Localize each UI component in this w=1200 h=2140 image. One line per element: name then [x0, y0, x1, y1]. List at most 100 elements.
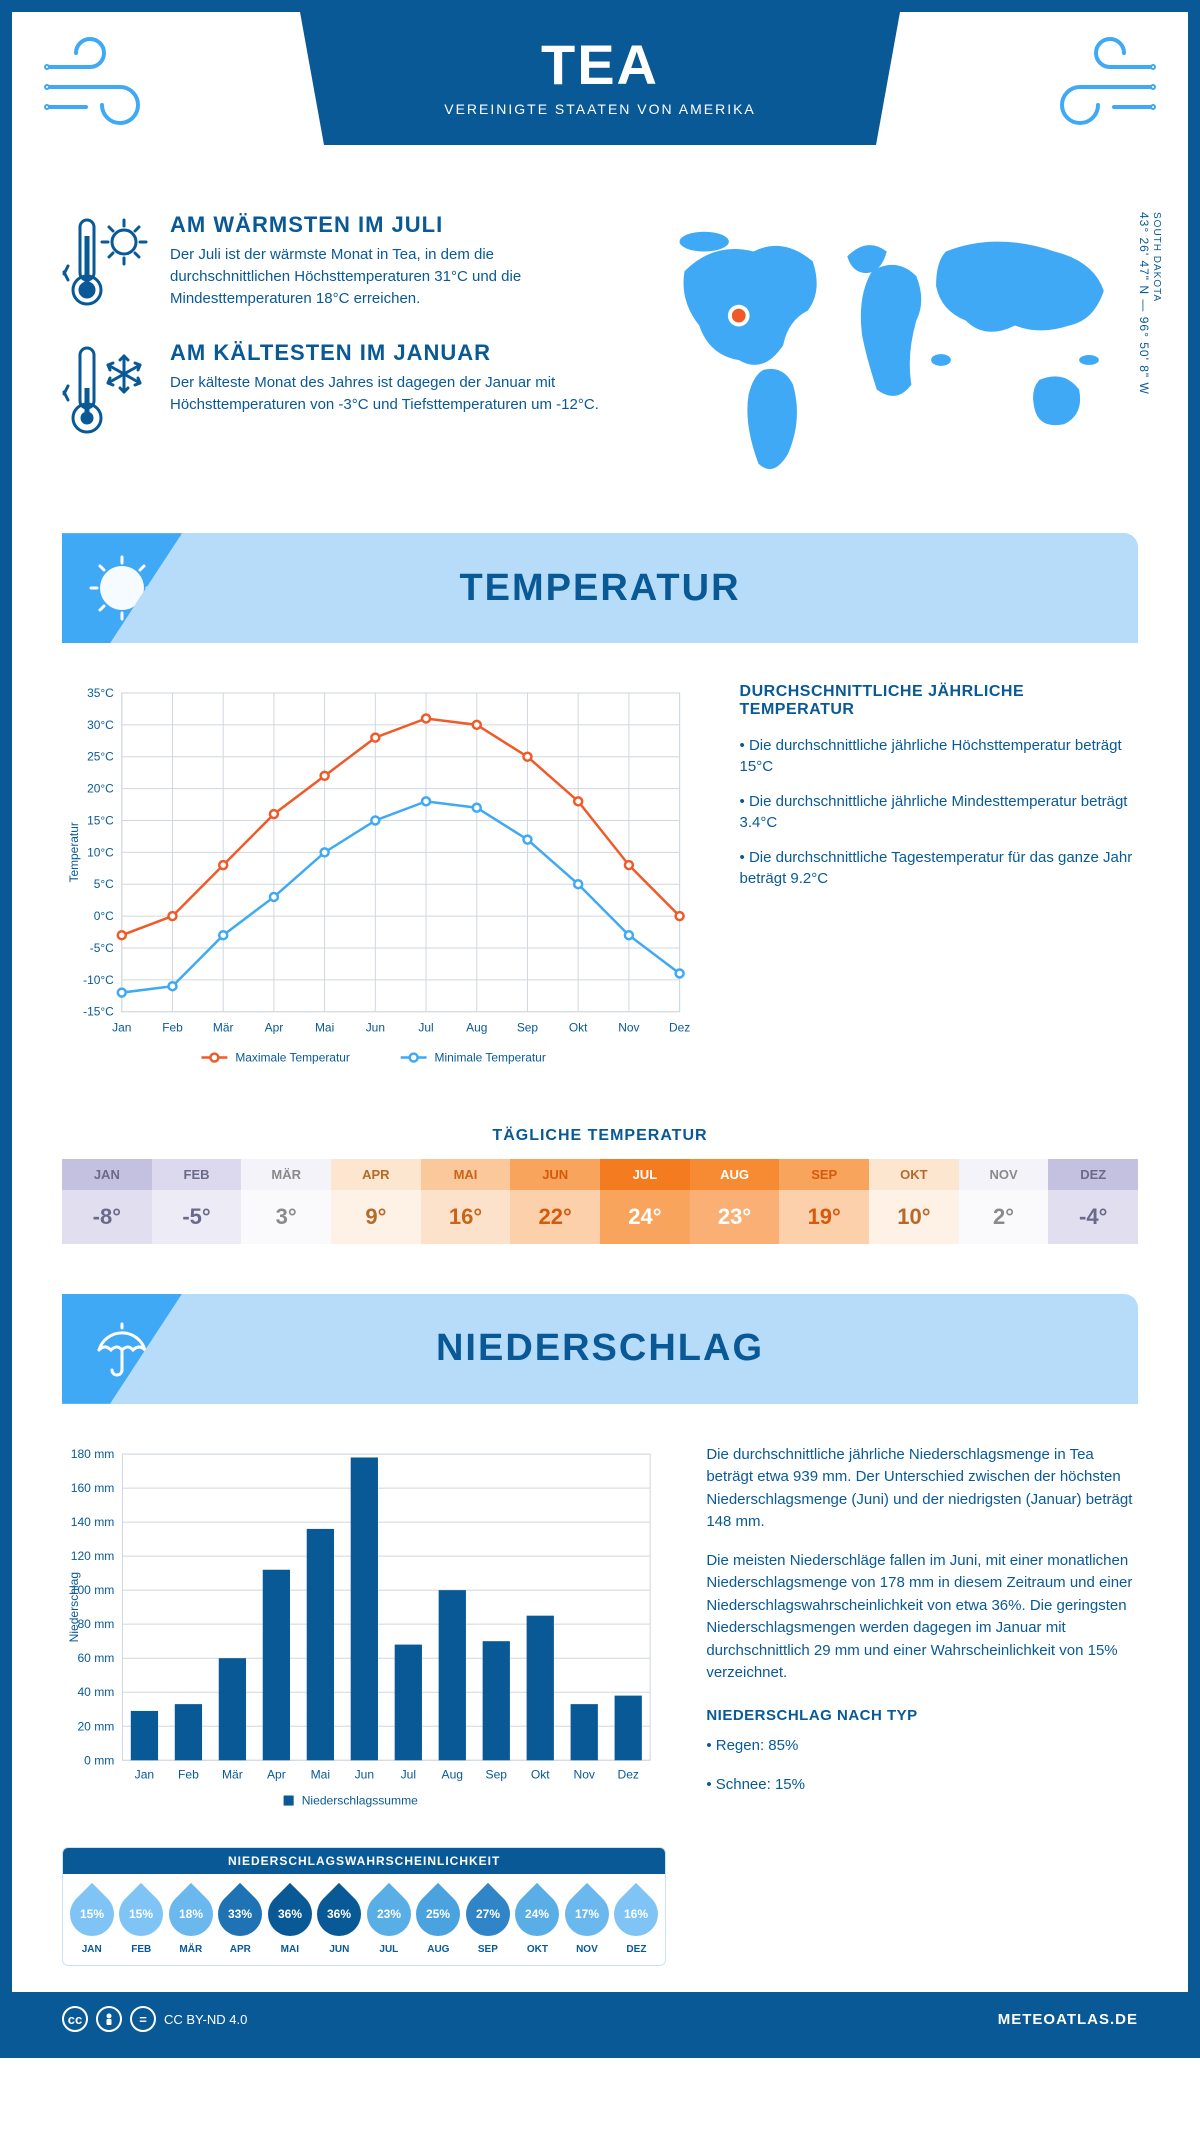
svg-text:Mär: Mär: [222, 1767, 243, 1781]
precip-prob-drop: 27%SEP: [464, 1886, 512, 1955]
svg-text:Sep: Sep: [486, 1767, 508, 1781]
svg-text:Jun: Jun: [366, 1021, 385, 1035]
svg-text:15°C: 15°C: [87, 814, 114, 828]
daily-temp-cell: APR 9°: [331, 1159, 421, 1244]
section-header-temp: TEMPERATUR: [62, 533, 1138, 643]
page-title: TEA: [420, 32, 780, 97]
svg-text:Apr: Apr: [267, 1767, 286, 1781]
svg-text:140 mm: 140 mm: [71, 1515, 115, 1529]
svg-text:20 mm: 20 mm: [77, 1719, 114, 1733]
precipitation-summary: Die durchschnittliche jährliche Niedersc…: [706, 1444, 1138, 1813]
svg-text:0 mm: 0 mm: [84, 1753, 114, 1767]
precip-prob-drop: 36%JUN: [315, 1886, 363, 1955]
daily-temp-strip: JAN -8°FEB -5°MÄR 3°APR 9°MAI 16°JUN 22°…: [62, 1159, 1138, 1244]
precip-prob-drop: 25%AUG: [414, 1886, 462, 1955]
svg-text:Feb: Feb: [162, 1021, 183, 1035]
svg-text:Maximale Temperatur: Maximale Temperatur: [235, 1051, 350, 1065]
svg-text:Aug: Aug: [442, 1767, 464, 1781]
svg-text:20°C: 20°C: [87, 782, 114, 796]
precip-prob-drop: 17%NOV: [563, 1886, 611, 1955]
svg-text:40 mm: 40 mm: [77, 1685, 114, 1699]
title-ribbon: TEA VEREINIGTE STAATEN VON AMERIKA: [300, 12, 900, 145]
thermometer-snow-icon: [62, 340, 152, 440]
wind-icon: [1038, 32, 1158, 148]
nd-icon: =: [130, 2006, 156, 2032]
svg-text:-15°C: -15°C: [83, 1005, 114, 1019]
temperature-line-chart: -15°C-10°C-5°C0°C5°C10°C15°C20°C25°C30°C…: [62, 683, 700, 1086]
by-icon: [96, 2006, 122, 2032]
svg-text:Sep: Sep: [517, 1021, 539, 1035]
svg-text:Mai: Mai: [311, 1767, 330, 1781]
precip-prob-drop: 24%OKT: [513, 1886, 561, 1955]
precip-prob-drop: 15%FEB: [117, 1886, 165, 1955]
svg-text:Okt: Okt: [531, 1767, 550, 1781]
daily-temp-cell: MAI 16°: [421, 1159, 511, 1244]
wind-icon: [42, 32, 162, 148]
svg-text:180 mm: 180 mm: [71, 1447, 115, 1461]
daily-temp-cell: JUL 24°: [600, 1159, 690, 1244]
section-title: TEMPERATUR: [459, 567, 740, 610]
svg-text:Nov: Nov: [618, 1021, 639, 1035]
svg-text:Jul: Jul: [418, 1021, 433, 1035]
sun-icon: [62, 533, 182, 643]
daily-temp-cell: DEZ -4°: [1048, 1159, 1138, 1244]
svg-text:Jun: Jun: [355, 1767, 374, 1781]
daily-temp-cell: JAN -8°: [62, 1159, 152, 1244]
svg-text:35°C: 35°C: [87, 686, 114, 700]
svg-text:Niederschlagssumme: Niederschlagssumme: [302, 1793, 418, 1807]
svg-text:10°C: 10°C: [87, 846, 114, 860]
license: cc = CC BY-ND 4.0: [62, 2006, 247, 2032]
intro-section: AM WÄRMSTEN IM JULI Der Juli ist der wär…: [62, 212, 1138, 493]
svg-text:Temperatur: Temperatur: [67, 822, 81, 882]
fact-coldest: AM KÄLTESTEN IM JANUAR Der kälteste Mona…: [62, 340, 605, 440]
svg-text:Apr: Apr: [265, 1021, 284, 1035]
world-map: SOUTH DAKOTA 43° 26' 47" N — 96° 50' 8" …: [645, 212, 1138, 493]
precip-probability-box: NIEDERSCHLAGSWAHRSCHEINLICHKEIT 15%JAN15…: [62, 1847, 666, 1966]
daily-temp-cell: MÄR 3°: [241, 1159, 331, 1244]
section-header-precip: NIEDERSCHLAG: [62, 1294, 1138, 1404]
precipitation-bar-chart: 0 mm20 mm40 mm60 mm80 mm100 mm120 mm140 …: [62, 1444, 666, 1832]
svg-text:Minimale Temperatur: Minimale Temperatur: [435, 1051, 546, 1065]
svg-text:120 mm: 120 mm: [71, 1549, 115, 1563]
fact-coldest-title: AM KÄLTESTEN IM JANUAR: [170, 340, 605, 366]
svg-text:Jul: Jul: [401, 1767, 416, 1781]
fact-warmest-body: Der Juli ist der wärmste Monat in Tea, i…: [170, 244, 605, 309]
daily-temp-cell: FEB -5°: [152, 1159, 242, 1244]
svg-text:Mai: Mai: [315, 1021, 334, 1035]
svg-text:5°C: 5°C: [94, 877, 114, 891]
fact-warmest-title: AM WÄRMSTEN IM JULI: [170, 212, 605, 238]
svg-text:Niederschlag: Niederschlag: [67, 1572, 81, 1642]
coordinates: SOUTH DAKOTA 43° 26' 47" N — 96° 50' 8" …: [1137, 212, 1162, 395]
svg-text:Aug: Aug: [466, 1021, 487, 1035]
daily-temp-title: TÄGLICHE TEMPERATUR: [62, 1127, 1138, 1145]
section-title: NIEDERSCHLAG: [436, 1327, 764, 1370]
svg-text:60 mm: 60 mm: [77, 1651, 114, 1665]
svg-text:Jan: Jan: [112, 1021, 131, 1035]
cc-icon: cc: [62, 2006, 88, 2032]
svg-text:-5°C: -5°C: [90, 941, 114, 955]
svg-text:Nov: Nov: [573, 1767, 594, 1781]
svg-text:Feb: Feb: [178, 1767, 199, 1781]
svg-text:Okt: Okt: [569, 1021, 588, 1035]
svg-text:Jan: Jan: [135, 1767, 154, 1781]
precip-prob-drop: 33%APR: [216, 1886, 264, 1955]
temperature-summary: DURCHSCHNITTLICHE JÄHRLICHE TEMPERATUR •…: [740, 683, 1138, 1086]
svg-text:0°C: 0°C: [94, 909, 114, 923]
svg-text:Mär: Mär: [213, 1021, 234, 1035]
precip-prob-drop: 16%DEZ: [612, 1886, 660, 1955]
fact-coldest-body: Der kälteste Monat des Jahres ist dagege…: [170, 372, 605, 416]
daily-temp-cell: OKT 10°: [869, 1159, 959, 1244]
svg-text:Dez: Dez: [669, 1021, 690, 1035]
daily-temp-cell: AUG 23°: [690, 1159, 780, 1244]
daily-temp-cell: NOV 2°: [959, 1159, 1049, 1244]
thermometer-sun-icon: [62, 212, 152, 312]
page-subtitle: VEREINIGTE STAATEN VON AMERIKA: [420, 101, 780, 117]
footer: cc = CC BY-ND 4.0 METEOATLAS.DE: [12, 1992, 1188, 2046]
precip-prob-drop: 18%MÄR: [167, 1886, 215, 1955]
daily-temp-cell: SEP 19°: [779, 1159, 869, 1244]
umbrella-icon: [62, 1294, 182, 1404]
header-banner: TEA VEREINIGTE STAATEN VON AMERIKA: [12, 12, 1188, 212]
svg-text:30°C: 30°C: [87, 718, 114, 732]
precip-prob-drop: 36%MAI: [266, 1886, 314, 1955]
svg-text:80 mm: 80 mm: [77, 1617, 114, 1631]
